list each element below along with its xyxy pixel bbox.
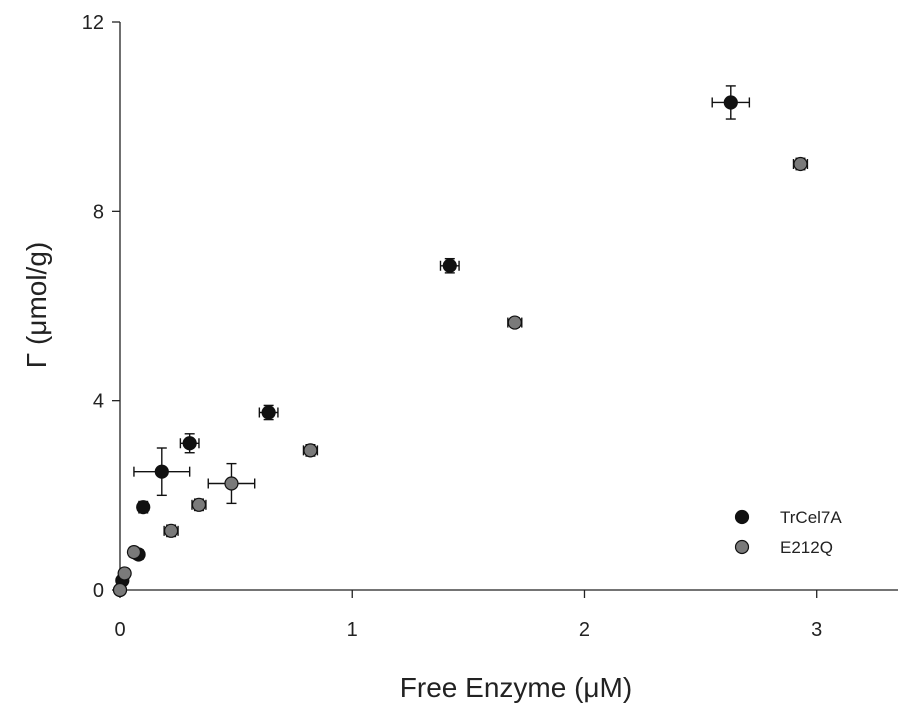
legend-label: E212Q	[780, 538, 833, 557]
legend: TrCel7A E212Q	[734, 508, 842, 557]
x-tick-label: 0	[114, 619, 125, 641]
y-tick-label: 0	[93, 580, 104, 602]
e212q-point	[126, 545, 142, 560]
x-tick-label: 2	[579, 619, 590, 641]
y-tick-label: 4	[93, 391, 104, 413]
x-axis-title: Free Enzyme (μM)	[400, 672, 632, 703]
legend-label: TrCel7A	[780, 508, 842, 527]
legend-marker	[734, 509, 750, 525]
e212q-point	[303, 443, 318, 458]
e212q-point	[163, 523, 179, 538]
e212q-point	[112, 582, 128, 598]
x-tick-label: 3	[811, 619, 822, 641]
e212q-point	[224, 476, 239, 491]
x-tick-label: 1	[347, 619, 358, 641]
legend-marker	[734, 539, 750, 555]
data-points	[112, 95, 808, 598]
trcel7a-point	[723, 95, 738, 110]
y-axis-title: Γ (μmol/g)	[21, 242, 52, 368]
trcel7a-point	[182, 436, 197, 451]
trcel7a-point	[261, 405, 276, 420]
e212q-point	[117, 566, 132, 581]
e212q-point	[191, 497, 207, 512]
y-tick-label: 8	[93, 201, 104, 223]
trcel7a-point	[154, 464, 169, 479]
error-bars	[117, 85, 809, 586]
trcel7a-point	[442, 258, 457, 273]
e212q-point	[793, 156, 808, 172]
e212q-point	[507, 315, 522, 330]
y-tick-label: 12	[82, 12, 104, 34]
trcel7a-point	[136, 500, 151, 515]
